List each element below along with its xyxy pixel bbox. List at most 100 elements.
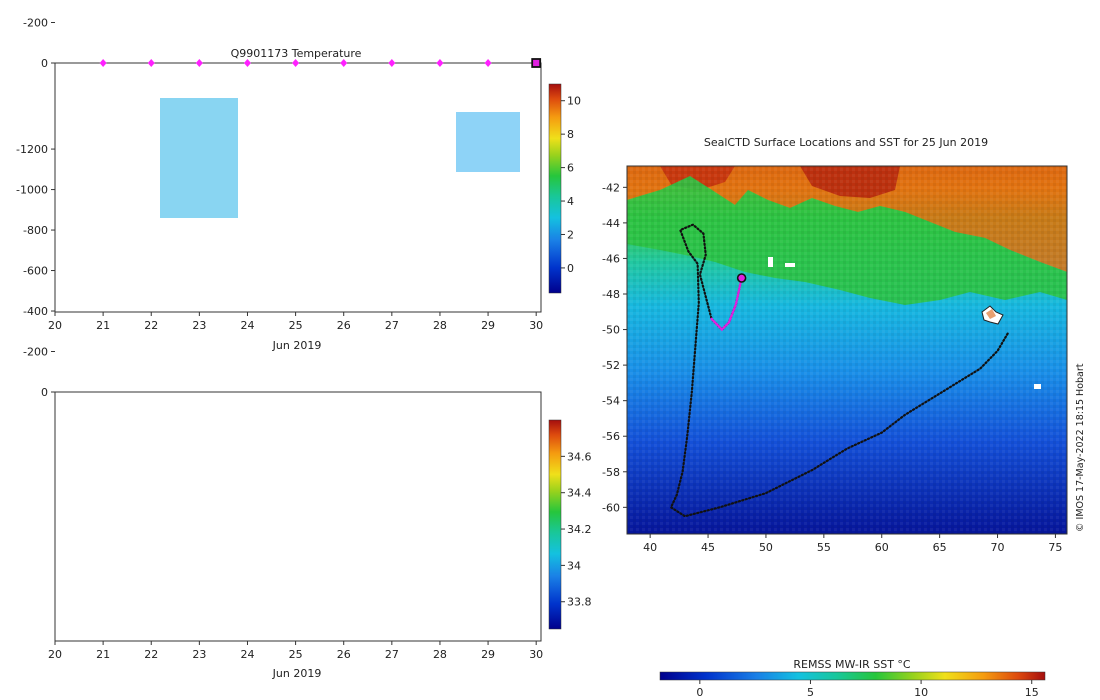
x-tick-label: 23 bbox=[192, 648, 206, 661]
surface-markers bbox=[99, 58, 542, 68]
credit-text: © IMOS 17-May-2022 18:15 Hobart bbox=[1075, 363, 1086, 532]
map-y-tick-label: -50 bbox=[602, 324, 620, 337]
map-y-tick-label: -42 bbox=[602, 181, 620, 194]
map-y-tick-label: -54 bbox=[602, 395, 620, 408]
colorbar-tick-label: 4 bbox=[567, 195, 574, 208]
x-tick-label: 29 bbox=[481, 648, 495, 661]
colorbar-tick-label: 0 bbox=[567, 262, 574, 275]
map-y-tick-label: -56 bbox=[602, 430, 620, 443]
sst-colorbar-bar bbox=[659, 671, 1046, 681]
surface-marker bbox=[292, 59, 300, 67]
colorbar-tick-label: 2 bbox=[567, 228, 574, 241]
surface-marker bbox=[388, 59, 396, 67]
surface-marker bbox=[99, 59, 107, 67]
sst-tick-label: 5 bbox=[807, 686, 814, 699]
x-tick-label: 27 bbox=[385, 648, 399, 661]
map-title: SealCTD Surface Locations and SST for 25… bbox=[704, 136, 988, 149]
x-tick-label: 24 bbox=[240, 319, 254, 332]
map-x-ticks: 40 45 50 55 60 65 70 75 bbox=[643, 534, 1062, 554]
map-x-tick-label: 40 bbox=[643, 541, 657, 554]
map-x-tick-label: 60 bbox=[875, 541, 889, 554]
colorbar-tick-label: 10 bbox=[567, 95, 581, 108]
x-tick-label: 23 bbox=[192, 319, 206, 332]
map-x-tick-label: 55 bbox=[817, 541, 831, 554]
x-tick-label: 25 bbox=[289, 648, 303, 661]
temperature-x-ticks: 20 21 22 23 24 25 26 27 28 29 30 bbox=[48, 312, 543, 332]
sst-colorbar: REMSS MW-IR SST °C 0 5 10 15 bbox=[659, 658, 1046, 699]
y-tick-label: 0 bbox=[41, 386, 48, 399]
y-tick-label: -600 bbox=[23, 265, 48, 278]
map-y-tick-label: -48 bbox=[602, 288, 620, 301]
temperature-title: Q9901173 Temperature bbox=[231, 47, 362, 60]
x-tick-label: 21 bbox=[96, 319, 110, 332]
map-frame bbox=[626, 165, 1068, 535]
y-tick-label: -200 bbox=[23, 346, 48, 359]
data-gap-2 bbox=[785, 263, 795, 267]
surface-marker bbox=[243, 59, 251, 67]
salinity-y-ticks: 0 -200 -400 -600 -800 -1000 -1200 bbox=[16, 143, 55, 399]
map-x-tick-label: 65 bbox=[933, 541, 947, 554]
sst-tick-label: 0 bbox=[696, 686, 703, 699]
y-tick-label: -1000 bbox=[16, 184, 48, 197]
current-time-marker bbox=[531, 58, 542, 68]
salinity-colorbar bbox=[548, 419, 562, 630]
salinity-colorbar-ticks: 34.6 34.4 34.2 34 33.8 bbox=[561, 450, 592, 609]
x-tick-label: 30 bbox=[529, 648, 543, 661]
x-tick-label: 20 bbox=[48, 319, 62, 332]
x-tick-label: 26 bbox=[337, 319, 351, 332]
colorbar-tick-label: 8 bbox=[567, 128, 574, 141]
map-y-tick-label: -58 bbox=[602, 466, 620, 479]
data-gap-3 bbox=[1034, 384, 1041, 389]
surface-marker bbox=[147, 59, 155, 67]
map-x-tick-label: 50 bbox=[759, 541, 773, 554]
x-tick-label: 29 bbox=[481, 319, 495, 332]
surface-marker bbox=[436, 59, 444, 67]
map-y-ticks: -42 -44 -46 -48 -50 -52 -54 -56 -58 -60 bbox=[602, 181, 627, 514]
x-tick-label: 22 bbox=[144, 319, 158, 332]
y-tick-label: 0 bbox=[41, 57, 48, 70]
seal-track bbox=[669, 223, 1010, 518]
colorbar-tick-label: 34.2 bbox=[567, 523, 592, 536]
salinity-axes-frame bbox=[54, 391, 542, 642]
map-y-tick-label: -60 bbox=[602, 501, 620, 514]
x-tick-label: 24 bbox=[240, 648, 254, 661]
salinity-xlabel: Jun 2019 bbox=[272, 667, 322, 680]
sst-colorbar-label: REMSS MW-IR SST °C bbox=[793, 658, 911, 671]
x-tick-label: 26 bbox=[337, 648, 351, 661]
colorbar-tick-label: 34 bbox=[567, 559, 581, 572]
sst-colorbar-ticks: 0 5 10 15 bbox=[696, 680, 1039, 699]
x-tick-label: 28 bbox=[433, 648, 447, 661]
x-tick-label: 20 bbox=[48, 648, 62, 661]
kerguelen-shade bbox=[986, 309, 996, 319]
map-y-tick-label: -52 bbox=[602, 359, 620, 372]
sst-map-panel: SealCTD Surface Locations and SST for 25… bbox=[602, 136, 1086, 554]
temperature-xlabel: Jun 2019 bbox=[272, 339, 322, 352]
colorbar-tick-label: 33.8 bbox=[567, 596, 592, 609]
salinity-x-ticks: 20 21 22 23 24 25 26 27 28 29 30 bbox=[48, 641, 543, 661]
x-tick-label: 30 bbox=[529, 319, 543, 332]
colorbar-tick-label: 34.6 bbox=[567, 450, 592, 463]
x-tick-label: 27 bbox=[385, 319, 399, 332]
map-y-tick-label: -44 bbox=[602, 217, 620, 230]
temperature-cool-core bbox=[160, 98, 238, 218]
y-tick-label: -800 bbox=[23, 224, 48, 237]
temperature-colorbar bbox=[548, 83, 562, 294]
x-tick-label: 28 bbox=[433, 319, 447, 332]
salinity-panel: 20 21 22 23 24 25 26 27 28 29 30 0-200-400-600-800… bbox=[16, 143, 591, 680]
temperature-axes-frame bbox=[54, 62, 542, 313]
map-x-tick-label: 45 bbox=[701, 541, 715, 554]
surface-marker bbox=[195, 59, 203, 67]
sst-tick-label: 15 bbox=[1025, 686, 1039, 699]
x-tick-label: 21 bbox=[96, 648, 110, 661]
data-gap bbox=[768, 257, 773, 267]
map-x-tick-label: 75 bbox=[1048, 541, 1062, 554]
y-tick-label: -200 bbox=[23, 17, 48, 30]
temperature-colorbar-ticks: 10 8 6 4 2 0 bbox=[561, 95, 581, 275]
y-tick-label: -1200 bbox=[16, 143, 48, 156]
recent-seal-track bbox=[710, 276, 743, 332]
surface-marker bbox=[340, 59, 348, 67]
map-x-tick-label: 70 bbox=[991, 541, 1005, 554]
current-position-marker bbox=[736, 273, 747, 283]
map-y-tick-label: -46 bbox=[602, 252, 620, 265]
